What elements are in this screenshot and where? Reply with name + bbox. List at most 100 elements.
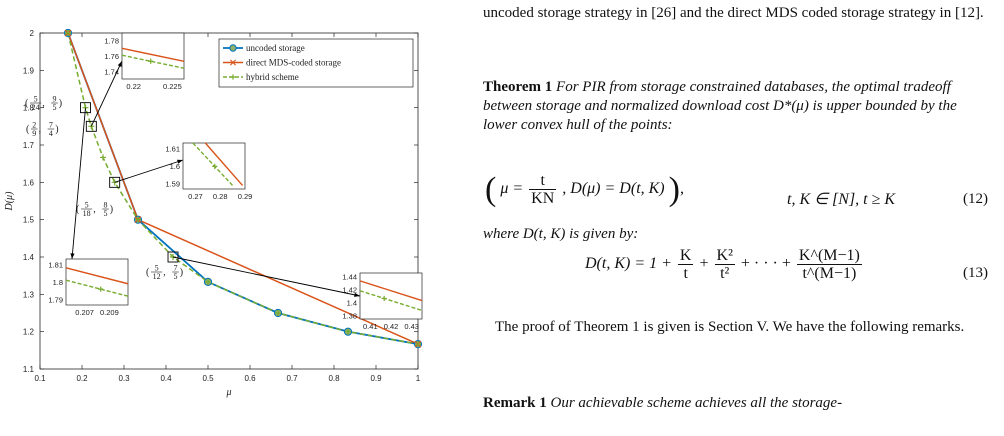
series-point-2 [205, 278, 211, 285]
point-annotation-num: 2 [32, 121, 36, 130]
inset-y-tick-label: 1.78 [104, 37, 119, 46]
legend-marker [230, 74, 236, 80]
zoom-box [167, 251, 179, 263]
inset-y-tick-label: 1.81 [48, 260, 63, 269]
point-annotation-den: 5 [53, 103, 57, 112]
theorem-body-b: is upper bounded by the lower convex hul… [483, 98, 957, 133]
point-annotation-paren: ) [180, 267, 183, 278]
inset-x-tick-label: 0.207 [75, 308, 94, 317]
legend-label: hybrid scheme [246, 72, 299, 82]
eq12-fraction: t KN [529, 172, 557, 207]
where-line: where D(t, K) is given by: [483, 226, 639, 242]
inset-arrow [90, 60, 123, 127]
inset-x-tick-label: 0.41 [363, 322, 378, 331]
inset-frame [65, 258, 129, 306]
y-tick-label: 1.6 [23, 178, 35, 187]
x-tick-label: 1 [416, 374, 421, 383]
point-annotation-num: 7 [49, 121, 53, 130]
inset-x-tick-label: 0.209 [100, 308, 119, 317]
inset-y-tick-label: 1.79 [48, 296, 63, 305]
inset-arrow [172, 256, 361, 297]
theorem-dstar: D*(μ) [772, 98, 809, 114]
inset-plot-4: 0.207 0.209 1.81 1.8 1.79 [48, 107, 129, 317]
inset-y-tick-label: 1.38 [342, 312, 357, 321]
point-annotation-num: 7 [174, 264, 178, 273]
legend: uncoded storage direct MDS-coded storage h… [218, 38, 414, 88]
theorem-1: Theorem 1 For PIR from storage constrain… [483, 78, 989, 135]
point-annotation-num: 5 [155, 264, 159, 273]
legend-label: uncoded storage [246, 43, 305, 53]
point-annotation-den: 9 [32, 129, 36, 138]
inset-arrow-head [354, 292, 360, 297]
point-annotation-num: 5 [34, 95, 38, 104]
series-point-2 [65, 30, 72, 36]
inset-y-tick-label: 1.61 [165, 144, 180, 153]
inset-arrow [114, 159, 184, 183]
inset-x-tick-label: 0.42 [384, 322, 399, 331]
inset-direct-line [359, 280, 423, 302]
intro-paragraph: uncoded storage strategy in [26] and the… [483, 5, 984, 21]
inset-x-tick-label: 0.225 [163, 82, 182, 91]
point-annotation-den: 5 [174, 272, 178, 281]
y-axis-label: D(μ) [4, 191, 15, 212]
inset-arrow-head [70, 253, 75, 259]
legend-marker [229, 44, 237, 52]
inset-hybrid-marker [212, 163, 218, 169]
inset-y-tick-label: 1.59 [165, 180, 180, 189]
inset-arrow-head [117, 61, 122, 67]
point-annotation-den: 5 [104, 209, 108, 218]
y-tick-label: 1.9 [23, 66, 35, 75]
point-annotation-num: 5 [85, 201, 89, 210]
inset-plot-3: 0.41 0.42 0.43 1.44 1.42 1.4 1.38 [172, 256, 423, 331]
y-tick-label: 1.5 [23, 216, 35, 225]
point-annotation: (29, 74) [26, 121, 59, 139]
inset-frame [359, 272, 423, 320]
remark-1: Remark 1 Our achievable scheme achieves … [483, 395, 843, 411]
inset-hybrid-marker [148, 58, 154, 64]
inset-hybrid-marker [381, 295, 387, 302]
x-tick-label: 0.5 [202, 374, 214, 383]
zoom-box [85, 120, 97, 132]
eq12-rest: , D(μ) = D(t, K) [562, 180, 665, 198]
point-annotation-paren: ) [55, 124, 58, 135]
x-tick-label: 0.3 [118, 374, 130, 383]
equation-13-tag: (13) [963, 265, 988, 281]
inset-x-tick-label: 0.43 [404, 322, 419, 331]
inset-hybrid-line [65, 279, 129, 297]
y-tick-label: 1.8 [23, 104, 35, 113]
inset-y-tick-label: 1.6 [170, 162, 180, 171]
equation-12-condition: t, K ∈ [N], t ≥ K [787, 191, 896, 208]
inset-x-tick-label: 0.22 [126, 82, 141, 91]
y-tick-label: 1.2 [23, 328, 35, 337]
point-annotation: (524, 95) [25, 95, 62, 113]
inset-frame [121, 32, 185, 80]
inset-y-tick-label: 1.42 [342, 285, 357, 294]
point-annotation-paren: , [93, 204, 96, 215]
inset-y-tick-label: 1.76 [104, 52, 119, 61]
x-tick-label: 0.1 [34, 374, 46, 383]
point-annotation-paren: ( [26, 124, 30, 135]
point-annotation-num: 8 [104, 201, 108, 210]
inset-direct-line [65, 267, 129, 285]
inset-y-tick-label: 1.4 [347, 299, 357, 308]
series-point-2 [344, 328, 351, 335]
inset-x-tick-label: 0.27 [188, 192, 203, 201]
legend-box [218, 38, 414, 88]
inset-hybrid-line [359, 290, 423, 312]
point-annotation-den: 12 [153, 272, 161, 281]
y-tick-label: 2 [30, 29, 35, 38]
y-tick-label: 1.7 [23, 141, 35, 150]
plot-area [39, 32, 419, 370]
inset-direct-line [204, 142, 244, 186]
legend-marker [230, 59, 236, 66]
y-tick-label: 1.4 [23, 253, 35, 262]
point-annotation-paren: ( [76, 204, 80, 215]
point-annotation-paren: ) [110, 204, 113, 215]
inset-x-tick-label: 0.28 [213, 192, 228, 201]
series-point-2 [134, 216, 141, 223]
inset-plot-1: 0.22 0.225 1.78 1.76 1.74 [90, 32, 185, 127]
inset-plot-2: 0.27 0.28 0.29 1.61 1.6 1.59 [114, 142, 252, 201]
x-tick-label: 0.9 [370, 374, 382, 383]
x-tick-label: 0.8 [328, 374, 340, 383]
point-annotation: (518, 85) [76, 201, 113, 219]
